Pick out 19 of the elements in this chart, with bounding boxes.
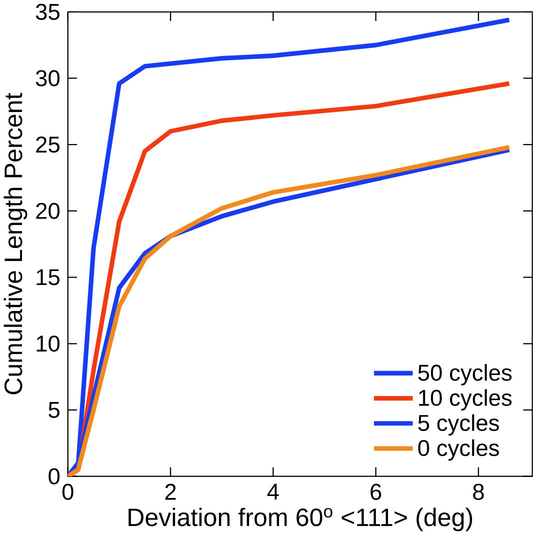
y-axis-title: Cumulative Length Percent — [4, 92, 28, 394]
x-tick-label: 4 — [267, 484, 279, 500]
x-tick-label: 2 — [165, 484, 176, 500]
x-tick-label: 0 — [62, 484, 74, 500]
y-tick-label: 10 — [36, 336, 60, 352]
legend-label: 5 cycles — [418, 414, 499, 436]
y-tick-label: 35 — [36, 4, 60, 20]
x-tick-label: 6 — [370, 484, 382, 500]
y-tick-label: 30 — [36, 70, 60, 86]
y-tick-label: 20 — [36, 202, 60, 220]
legend-label: 50 cycles — [418, 364, 512, 386]
y-tick-label: 0 — [48, 468, 60, 484]
legend-label: 0 cycles — [418, 439, 499, 461]
y-tick-label: 15 — [36, 269, 60, 286]
legend-label: 10 cycles — [419, 389, 512, 410]
x-axis-title: Deviation from 60$^{o}$ <111> (deg) — [128, 508, 472, 532]
y-tick-label: 5 — [48, 402, 60, 418]
y-tick-label: 25 — [36, 136, 60, 153]
x-tick-label: 8 — [473, 484, 484, 500]
